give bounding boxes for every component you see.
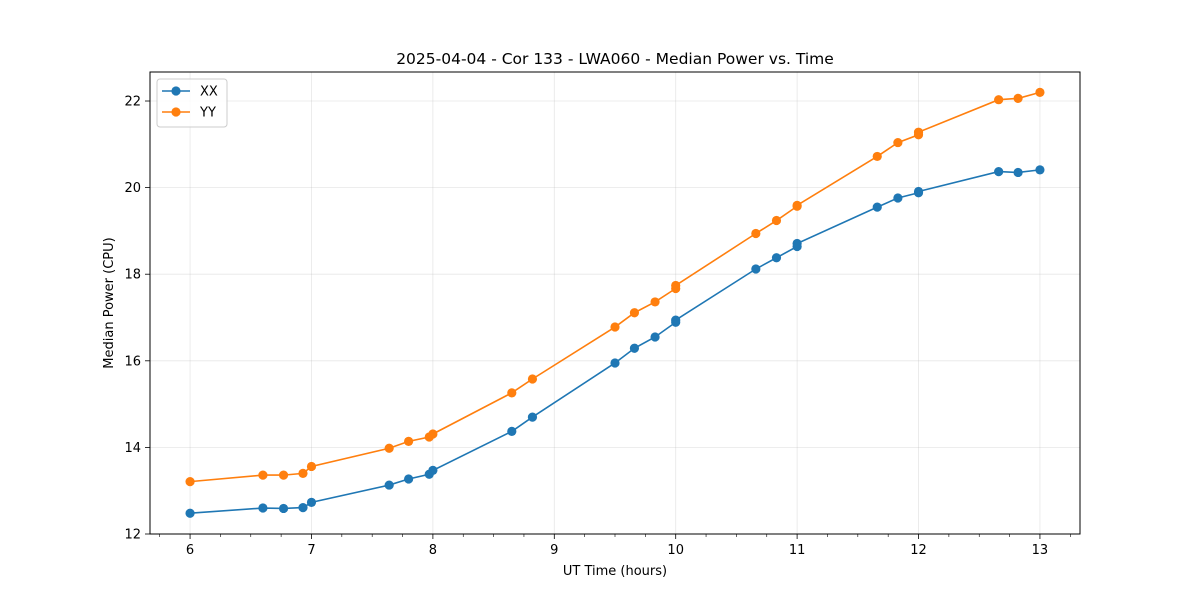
data-point <box>428 465 438 475</box>
series-yy <box>185 87 1045 487</box>
data-point <box>671 280 681 291</box>
data-point <box>671 315 681 325</box>
grid <box>150 72 1080 535</box>
data-point <box>650 332 660 342</box>
data-point <box>1013 167 1023 178</box>
data-point <box>610 358 620 368</box>
series-line-xx <box>190 169 1041 515</box>
data-point <box>507 426 517 436</box>
data-point <box>913 186 924 197</box>
y-tick-label: 22 <box>124 95 141 110</box>
data-point <box>278 470 289 480</box>
series-layer <box>185 87 1045 518</box>
data-point <box>771 253 782 263</box>
data-point <box>893 193 903 203</box>
y-tick-label: 18 <box>124 268 141 283</box>
x-tick-label: 12 <box>910 543 927 558</box>
x-tick-label: 7 <box>307 543 315 558</box>
x-tick-label: 6 <box>186 543 194 558</box>
plot-frame <box>149 71 1081 535</box>
data-point <box>306 497 317 507</box>
data-point <box>428 429 438 439</box>
y-tick-label: 14 <box>124 441 141 456</box>
data-point <box>610 322 620 332</box>
data-point <box>994 166 1004 177</box>
x-tick-label: 13 <box>1032 543 1049 558</box>
series-line-yy <box>189 91 1041 483</box>
legend-label: YY <box>199 106 216 121</box>
x-tick-label: 10 <box>667 543 684 558</box>
ticks: 6 7 8 9 10 11 12 13 12 14 16 18 20 22 <box>124 95 1071 558</box>
y-axis-label: Median Power (CPU) <box>102 237 117 368</box>
legend-item-yy: YY <box>162 106 216 121</box>
data-point <box>629 308 640 318</box>
data-point <box>872 202 882 212</box>
y-tick-label: 20 <box>124 181 141 196</box>
legend-item-xx: XX <box>162 85 218 100</box>
x-axis-label: UT Time (hours) <box>563 564 667 579</box>
x-tick-label: 11 <box>789 543 806 558</box>
data-point <box>185 508 195 518</box>
data-point <box>527 374 538 384</box>
legend: XX YY <box>156 78 228 128</box>
data-point <box>792 200 802 210</box>
y-tick-label: 12 <box>124 528 141 543</box>
data-point <box>893 137 903 148</box>
data-point <box>792 238 802 249</box>
legend-marker <box>171 86 181 96</box>
data-point <box>404 474 414 484</box>
legend-marker <box>171 107 181 117</box>
data-point <box>629 343 640 353</box>
data-point <box>1035 165 1045 175</box>
data-point <box>650 297 660 307</box>
data-point <box>384 443 394 453</box>
data-point <box>913 127 924 137</box>
data-point <box>994 95 1004 105</box>
data-point <box>771 215 782 226</box>
data-point <box>872 151 882 162</box>
data-point <box>306 461 317 472</box>
x-tick-label: 9 <box>550 543 558 558</box>
x-tick-label: 8 <box>429 543 437 558</box>
data-point <box>298 468 308 478</box>
data-point <box>527 412 538 422</box>
series-xx <box>185 165 1045 518</box>
chart-title: 2025-04-04 - Cor 133 - LWA060 - Median P… <box>396 50 834 68</box>
data-point <box>258 470 268 480</box>
data-point <box>258 503 268 513</box>
data-point <box>185 477 195 487</box>
legend-label: XX <box>200 85 218 100</box>
data-point <box>507 388 517 398</box>
data-point <box>298 502 308 513</box>
data-point <box>1013 93 1023 104</box>
y-tick-label: 16 <box>124 354 141 369</box>
data-point <box>1035 87 1045 97</box>
data-point <box>751 264 761 274</box>
data-point <box>278 503 289 514</box>
data-point <box>751 228 761 239</box>
data-point <box>384 480 394 490</box>
data-point <box>404 436 414 446</box>
